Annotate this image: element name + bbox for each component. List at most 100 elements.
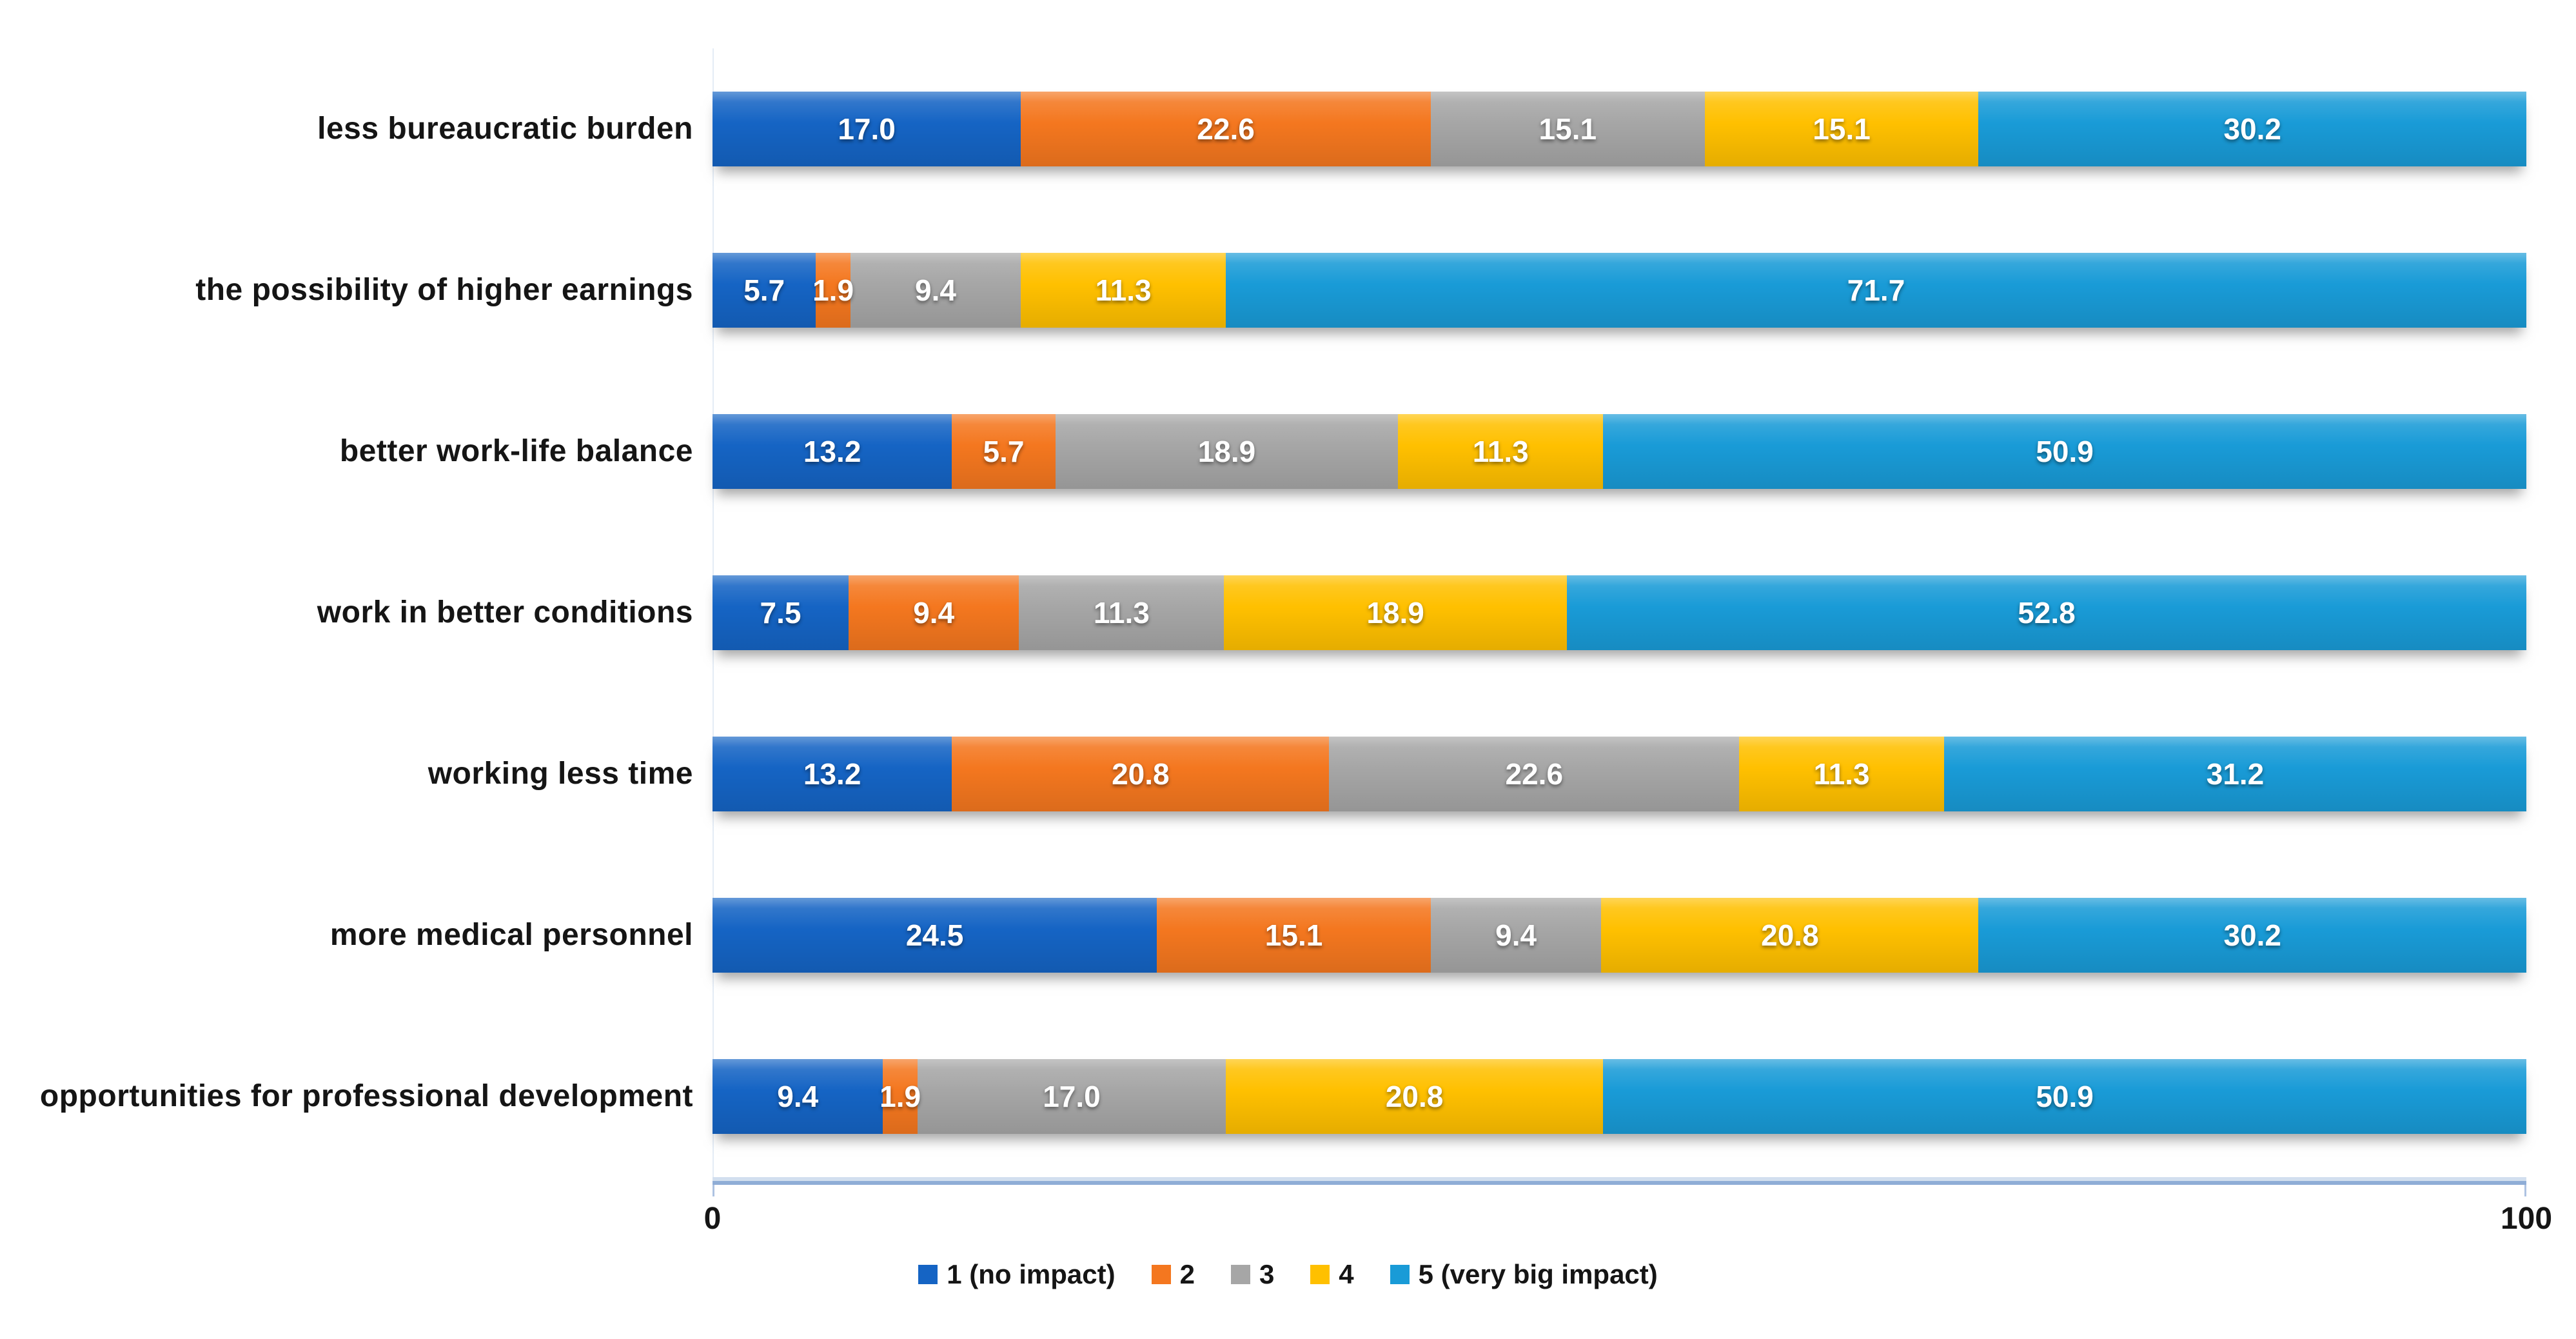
x-axis [713,1177,2526,1196]
category-label: better work-life balance [339,433,693,468]
bar-value-label: 20.8 [1112,757,1170,791]
chart-legend: 1 (no impact) 2 3 4 5 (very big impact) [0,1259,2576,1290]
stacked-bar: 5.7 1.9 9.4 11.3 71.7 [713,253,2526,328]
legend-item: 5 (very big impact) [1390,1259,1658,1290]
legend-item-label: 4 [1339,1259,1354,1289]
bar-segment: 22.6 [1329,737,1740,811]
bar-segment: 15.1 [1157,898,1431,973]
bar-segment: 20.8 [952,737,1330,811]
bar-segment: 9.4 [850,253,1021,328]
chart-row: the possibility of higher earnings 5.7 1.9… [0,210,2576,371]
bar-segment: 9.4 [848,575,1019,650]
bar-value-label: 11.3 [1095,273,1152,307]
bar-segment: 15.1 [1704,92,1979,166]
bar-segment: 11.3 [1398,414,1604,489]
chart-row: work in better conditions 7.5 9.4 11.3 18.9 5… [0,532,2576,693]
legend-item: 4 [1310,1259,1354,1290]
category-label: working less time [428,756,693,791]
legend-color-swatch-icon [1310,1265,1330,1284]
bar-value-label: 50.9 [2036,435,2094,468]
bar-segment: 17.0 [713,92,1021,166]
chart-row: more medical personnel 24.5 15.1 9.4 20.8 30.… [0,855,2576,1016]
legend-item-label: 5 (very big impact) [1418,1259,1658,1289]
bar-segment: 22.6 [1021,92,1431,166]
bar-value-label: 15.1 [1264,918,1323,952]
bar-segment: 1.9 [880,1059,921,1134]
legend-color-swatch-icon [1390,1265,1410,1284]
chart-row: working less time 13.2 20.8 22.6 11.3 31.2 [0,693,2576,855]
bar-value-label: 9.4 [1495,918,1537,952]
bar-value-label: 5.7 [983,435,1025,468]
bar-segment: 20.8 [1601,898,1979,973]
bar-segment: 24.5 [713,898,1157,973]
bar-value-label: 30.2 [2223,112,2281,146]
bar-value-label: 1.9 [880,1080,921,1113]
bar-value-label: 31.2 [2206,757,2265,791]
x-axis-tick-min [713,1185,714,1196]
legend-color-swatch-icon [1151,1265,1171,1284]
bar-segment: 7.5 [713,575,849,650]
bar-segment: 50.9 [1603,1059,2526,1134]
bar-track: 24.5 15.1 9.4 20.8 30.2 [713,898,2526,973]
bar-value-label: 11.3 [1472,435,1529,468]
category-label: work in better conditions [317,595,693,630]
bar-segment: 9.4 [1430,898,1602,973]
bar-segment: 50.9 [1603,414,2526,489]
bar-value-label: 5.7 [743,273,785,307]
x-axis-tick-label-min: 0 [703,1202,722,1236]
legend-item-label: 3 [1259,1259,1275,1289]
bar-segment: 13.2 [713,737,952,811]
category-label: more medical personnel [329,917,693,952]
bar-segment: 30.2 [1978,898,2526,973]
bar-value-label: 22.6 [1197,112,1255,146]
bar-value-label: 15.1 [1539,112,1597,146]
bar-segment: 31.2 [1944,737,2526,811]
bar-segment: 18.9 [1224,575,1567,650]
bar-value-label: 13.2 [803,757,861,791]
bar-value-label: 7.5 [760,596,801,630]
bar-value-label: 17.0 [838,112,896,146]
bar-track: 7.5 9.4 11.3 18.9 52.8 [713,575,2527,650]
stacked-bar: 7.5 9.4 11.3 18.9 52.8 [713,575,2527,650]
bar-track: 9.4 1.9 17.0 20.8 50.9 [713,1059,2526,1134]
bar-track: 13.2 20.8 22.6 11.3 31.2 [713,737,2526,811]
bar-segment: 18.9 [1055,414,1399,489]
bar-segment: 52.8 [1566,575,2527,650]
bar-value-label: 15.1 [1813,112,1871,146]
x-axis-tick-max [2524,1185,2526,1196]
bar-track: 5.7 1.9 9.4 11.3 71.7 [713,253,2526,328]
legend-item-label: 1 (no impact) [947,1259,1116,1289]
bar-rows: less bureaucratic burden 17.0 22.6 15.1 15.1… [0,48,2576,1177]
bar-value-label: 30.2 [2223,918,2281,952]
bar-value-label: 50.9 [2036,1080,2094,1113]
bar-value-label: 20.8 [1385,1080,1444,1113]
chart-row: opportunities for professional developme… [0,1016,2576,1177]
bar-value-label: 52.8 [2018,596,2076,630]
legend-color-swatch-icon [918,1265,938,1284]
stacked-bar: 24.5 15.1 9.4 20.8 30.2 [713,898,2526,973]
bar-value-label: 17.0 [1043,1080,1101,1113]
bar-segment: 30.2 [1978,92,2526,166]
legend-item: 1 (no impact) [918,1259,1116,1290]
category-label: opportunities for professional developme… [39,1078,693,1113]
legend-item: 3 [1230,1259,1275,1290]
category-label: less bureaucratic burden [317,111,693,146]
bar-value-label: 9.4 [913,596,955,630]
legend-item-label: 2 [1179,1259,1195,1289]
bar-value-label: 13.2 [803,435,861,468]
bar-value-label: 11.3 [1813,757,1870,791]
legend-item: 2 [1151,1259,1195,1290]
bar-segment: 71.7 [1226,253,2526,328]
bar-value-label: 20.8 [1761,918,1819,952]
bar-value-label: 9.4 [915,273,956,307]
stacked-bar: 9.4 1.9 17.0 20.8 50.9 [713,1059,2526,1134]
stacked-bar: 13.2 20.8 22.6 11.3 31.2 [713,737,2526,811]
chart-row: better work-life balance 13.2 5.7 18.9 11.3 5… [0,371,2576,532]
stacked-bar: 17.0 22.6 15.1 15.1 30.2 [713,92,2526,166]
stacked-bar: 13.2 5.7 18.9 11.3 50.9 [713,414,2526,489]
bar-segment: 1.9 [812,253,854,328]
bar-segment: 20.8 [1226,1059,1604,1134]
x-axis-line [713,1177,2526,1185]
bar-segment: 11.3 [1019,575,1224,650]
bar-value-label: 71.7 [1847,273,1905,307]
